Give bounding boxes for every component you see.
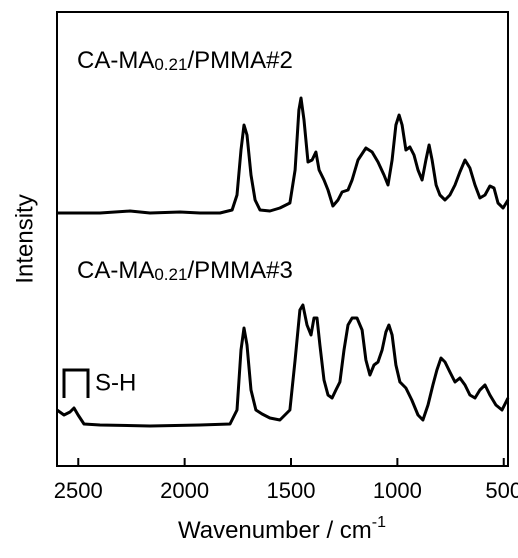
label-part: /PMMA#2 (187, 47, 292, 74)
bracket (62, 368, 90, 398)
x-tick-label: 1000 (373, 478, 422, 503)
spectrum-line (57, 96, 510, 215)
label-part: CA-MA (77, 257, 154, 284)
x-tick-label: 2500 (54, 478, 103, 503)
label-sub: 0.21 (154, 265, 187, 284)
x-label-part: Wavenumber / cm (178, 517, 372, 544)
label-part: CA-MA (77, 47, 154, 74)
x-tick-label: 1500 (267, 478, 316, 503)
series-label: CA-MA0.21/PMMA#2 (77, 47, 293, 74)
x-label-sup: -1 (372, 514, 386, 531)
annotation: S-H (95, 369, 136, 396)
spectrum-line (56, 303, 510, 428)
x-tick-label: 2000 (160, 478, 209, 503)
y-axis-label: Intensity (11, 194, 38, 283)
x-axis-label: Wavenumber / cm-1 (178, 514, 386, 544)
series-label: CA-MA0.21/PMMA#3 (77, 257, 293, 284)
plot-frame (56, 11, 509, 467)
label-part: /PMMA#3 (187, 257, 292, 284)
label-sub: 0.21 (154, 55, 187, 74)
x-tick-label: 500 (485, 478, 518, 503)
